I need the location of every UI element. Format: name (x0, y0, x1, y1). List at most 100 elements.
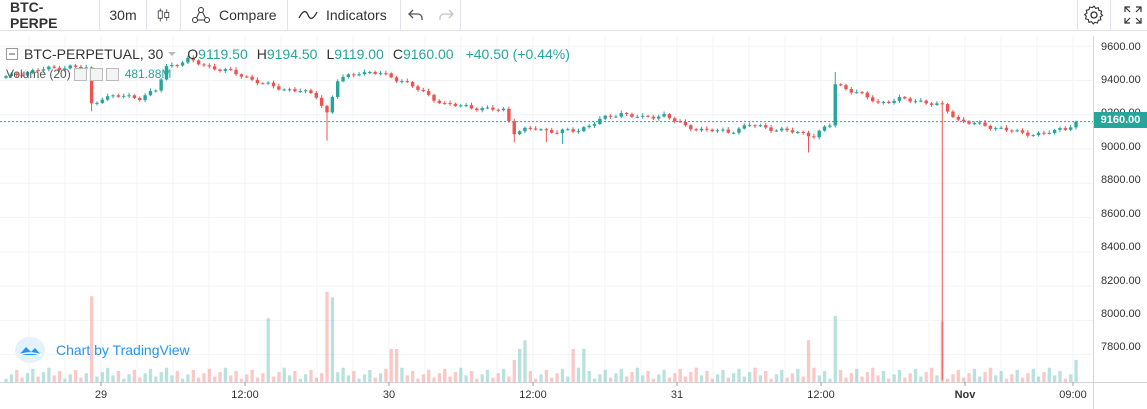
volume-bar (41, 372, 46, 382)
gear-icon[interactable] (89, 67, 103, 81)
candle-body (528, 127, 532, 129)
candle-body (908, 98, 912, 102)
volume-bar (860, 376, 864, 382)
candle-body (36, 70, 40, 72)
chevron-down-icon[interactable] (167, 50, 177, 58)
candle-body (122, 95, 126, 97)
compare-button[interactable]: Compare (181, 0, 288, 30)
volume-bar (721, 369, 725, 382)
candle-body (683, 121, 688, 126)
volume-bar (742, 376, 746, 382)
volume-bar (416, 378, 420, 382)
volume-bar (496, 373, 500, 382)
fullscreen-button[interactable] (1118, 0, 1147, 30)
x-tick-label: 29 (94, 389, 108, 401)
candle-body (571, 129, 575, 132)
candle-body (897, 97, 902, 101)
undo-button[interactable] (401, 0, 431, 30)
candle-body (945, 104, 950, 112)
volume-bar (9, 374, 14, 382)
candle-body (640, 115, 645, 117)
candle-body (1063, 128, 1067, 130)
volume-bar (298, 378, 302, 382)
candle-body (903, 97, 907, 99)
candle-body (501, 108, 506, 111)
tradingview-brand-link[interactable]: Chart by TradingView (14, 336, 190, 364)
close-value: 9160.00 (402, 46, 454, 62)
redo-button[interactable] (431, 0, 461, 30)
candle-body (89, 67, 94, 104)
volume-bar (384, 368, 388, 382)
candle-body (1010, 130, 1014, 132)
volume-bar (892, 374, 896, 382)
close-icon[interactable] (105, 67, 119, 81)
candle-body (496, 109, 500, 111)
volume-bar (887, 378, 891, 382)
settings-button[interactable] (1077, 0, 1111, 30)
candle-body (785, 128, 789, 131)
volume-bar (341, 367, 345, 382)
volume-bar (705, 371, 709, 382)
candle-body (432, 94, 436, 101)
compare-label: Compare (219, 7, 277, 23)
candle-body (202, 64, 206, 66)
candle-body (844, 85, 848, 90)
candle-body (191, 57, 195, 61)
volume-bar (571, 349, 575, 382)
volume-bar (1031, 368, 1035, 382)
candle-body (405, 81, 409, 83)
low-value: 9119.00 (334, 46, 384, 62)
volume-bar (978, 376, 982, 382)
candle-body (614, 116, 618, 118)
candle-body (261, 83, 265, 85)
x-tick-label: 31 (670, 389, 684, 401)
volume-bar (833, 316, 837, 382)
volume-bar (544, 369, 549, 382)
volume-bar (229, 375, 233, 382)
indicators-label: Indicators (326, 7, 387, 23)
volume-bar (566, 376, 570, 382)
candle-body (994, 128, 998, 130)
chart-style-button[interactable] (147, 0, 181, 30)
candle-body (443, 103, 447, 105)
y-tick-label: 8400.00 (1101, 241, 1141, 253)
volume-bar (1063, 378, 1067, 382)
volume-bar (480, 374, 484, 382)
volume-bar (764, 371, 768, 382)
volume-bar (261, 373, 265, 382)
price-chart[interactable] (0, 36, 1147, 409)
indicators-button[interactable]: Indicators (288, 0, 401, 30)
time-axis[interactable]: 29 12:00 30 12:00 31 12:00 Nov 09:00 (0, 383, 1093, 409)
volume-bar (935, 375, 939, 382)
candle-body (924, 100, 928, 104)
candle-body (940, 103, 944, 105)
volume-bar (828, 378, 832, 382)
open-value: 9119.50 (198, 46, 248, 62)
candle-body (978, 122, 982, 124)
candle-body (384, 73, 388, 75)
volume-bar (560, 368, 565, 382)
candle-body (887, 101, 891, 103)
candle-body (1020, 130, 1025, 133)
volume-bar (1010, 374, 1014, 382)
interval-button[interactable]: 30m (100, 0, 147, 30)
candle-body (539, 129, 543, 131)
volume-value: 481.88M (124, 67, 172, 81)
candle-body (362, 72, 367, 75)
candle-body (325, 105, 329, 113)
symbol-label: BTC-PERPE (10, 0, 58, 31)
eye-icon[interactable] (73, 67, 87, 81)
symbol-search-button[interactable]: BTC-PERPE (0, 0, 100, 31)
candle-body (319, 97, 324, 106)
volume-bar (357, 378, 361, 382)
volume-bar (400, 367, 404, 382)
candle-body (164, 66, 169, 80)
candle-body (758, 125, 763, 127)
candle-body (972, 123, 977, 125)
volume-bar (191, 369, 195, 382)
collapse-toggle-icon[interactable] (6, 48, 18, 60)
candle-body (170, 65, 174, 67)
volume-bar (378, 373, 383, 382)
volume-bar (255, 377, 260, 382)
candle-body (143, 95, 147, 101)
